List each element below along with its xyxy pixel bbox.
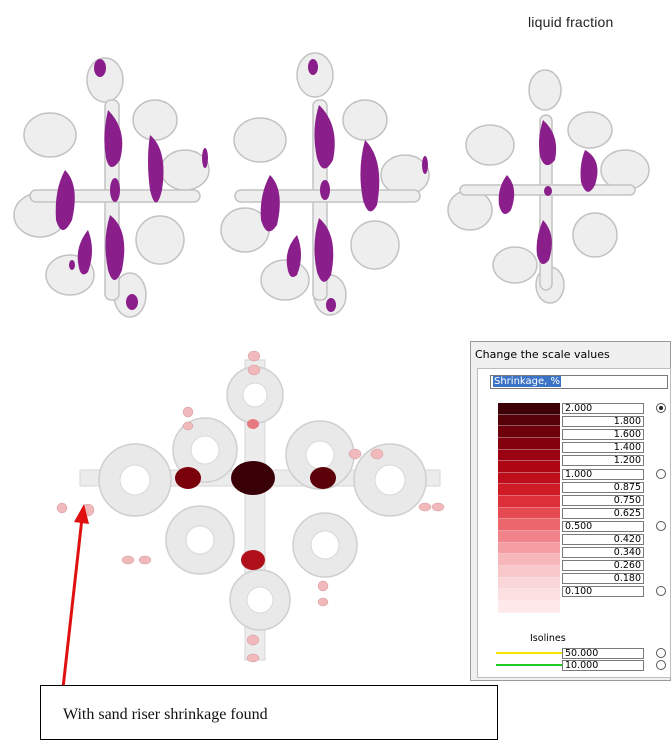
annotation-arrow: [55, 500, 95, 695]
scale-values-dialog: Change the scale values Shrinkage, % 2.0…: [470, 341, 671, 681]
shrinkage-render: [40, 340, 470, 685]
scale-swatch: [498, 472, 560, 485]
scale-value-input[interactable]: 0.260: [562, 560, 644, 572]
isoline-value-input[interactable]: 50.000: [562, 648, 644, 659]
scale-radio-button[interactable]: [656, 403, 666, 413]
isoline-radio-button[interactable]: [656, 648, 666, 658]
isolines-label: Isolines: [530, 633, 566, 644]
isoline-color: [496, 652, 562, 654]
casting-render: [447, 69, 650, 304]
scale-swatch: [498, 565, 560, 578]
caption-text: With sand riser shrinkage found: [63, 706, 268, 723]
scale-swatch: [498, 414, 560, 427]
caption-box: With sand riser shrinkage found: [40, 685, 498, 740]
scale-swatch: [498, 554, 560, 566]
isoline-radio-button[interactable]: [656, 660, 666, 670]
render-liquid-fraction-2: [215, 40, 445, 330]
scale-swatch: [498, 461, 560, 473]
scale-value-input[interactable]: 1.000: [562, 468, 644, 480]
scale-value-input[interactable]: 0.420: [562, 534, 644, 545]
casting-render: [220, 52, 430, 316]
scale-swatch: [498, 426, 560, 438]
parameter-input[interactable]: Shrinkage, %: [490, 375, 668, 389]
red-arrow-icon: [61, 504, 89, 689]
isoline-value-input[interactable]: 10.000: [562, 660, 644, 671]
scale-swatch: [498, 484, 560, 497]
scale-panel: Shrinkage, % 2.000 1.800 1.600 1.400 1.200 1.…: [477, 368, 671, 678]
dialog-title: Change the scale values: [475, 348, 610, 361]
scale-value-input[interactable]: 0.100: [562, 586, 644, 598]
scale-radio-button[interactable]: [656, 520, 666, 531]
scale-value-input[interactable]: 0.625: [562, 507, 644, 519]
scale-value-input[interactable]: 0.340: [562, 547, 644, 559]
scale-value-input[interactable]: 1.200: [562, 455, 644, 467]
scale-swatch: [498, 577, 560, 590]
scale-swatch: [498, 449, 560, 462]
scale-value-input[interactable]: 1.800: [562, 416, 644, 428]
isoline-color: [496, 664, 562, 666]
scale-swatch: [498, 589, 560, 601]
scale-swatch: [498, 542, 560, 555]
scale-radio-button[interactable]: [656, 468, 666, 479]
color-scale: [498, 403, 560, 613]
scale-swatch: [498, 600, 560, 613]
scale-swatch: [498, 403, 560, 415]
scale-value-input[interactable]: 0.180: [562, 573, 644, 585]
scale-swatch: [498, 496, 560, 508]
scale-swatch: [498, 437, 560, 450]
render-liquid-fraction-3: [445, 60, 665, 320]
scale-value-input[interactable]: 0.875: [562, 481, 644, 493]
scale-swatch: [498, 507, 560, 520]
shrinkage-casting: [56, 350, 445, 663]
scale-value-input[interactable]: 1.600: [562, 429, 644, 441]
scale-value-input[interactable]: 0.500: [562, 520, 644, 532]
scale-value-input[interactable]: 0.750: [562, 494, 644, 506]
scale-value-input[interactable]: 1.400: [562, 442, 644, 454]
scale-swatch: [498, 531, 560, 543]
render-liquid-fraction-1: [10, 40, 220, 330]
scale-value-input[interactable]: 2.000: [562, 403, 644, 414]
casting-render: [13, 57, 210, 318]
scale-swatch: [498, 519, 560, 532]
scale-radio-button[interactable]: [656, 586, 666, 597]
liquid-fraction-title: liquid fraction: [528, 14, 614, 30]
parameter-selected-text: Shrinkage, %: [493, 376, 562, 387]
